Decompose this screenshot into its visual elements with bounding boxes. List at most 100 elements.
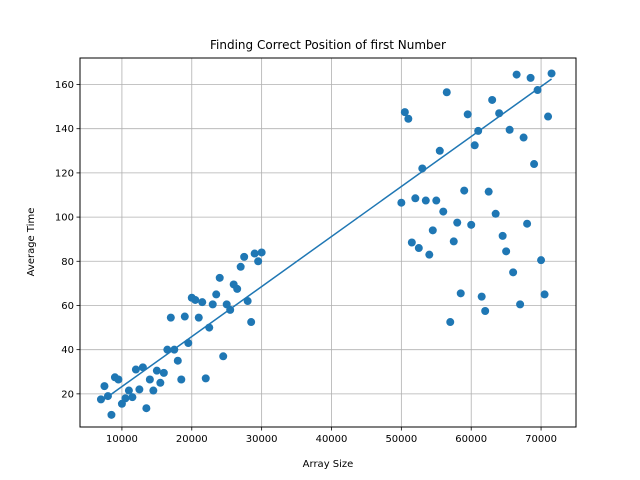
data-point [442,88,451,97]
data-point [509,268,518,277]
data-point [470,141,479,150]
data-point [135,385,144,394]
data-point [254,257,263,266]
y-tick-label: 60 [61,301,74,312]
data-point [131,365,140,374]
data-point [163,345,172,354]
y-tick-label: 160 [55,80,74,91]
data-point [530,160,539,169]
data-point [166,313,175,322]
data-point [173,356,182,365]
x-tick-label: 60000 [455,434,487,445]
data-point [540,290,549,299]
data-point [107,410,116,419]
data-point [400,108,409,117]
data-point [121,394,130,403]
data-point [432,196,441,205]
x-tick-label: 50000 [385,434,417,445]
data-point [201,374,210,383]
data-point [463,110,472,119]
data-point [138,363,147,372]
data-point [243,297,252,306]
data-point [180,312,189,321]
y-tick-label: 100 [55,213,74,224]
data-point [219,352,228,361]
data-point [145,375,154,384]
data-point [247,318,256,327]
data-point [152,366,161,375]
data-point [142,404,151,413]
data-point [194,313,203,322]
data-point [474,126,483,135]
data-point [467,220,476,229]
data-point [205,323,214,332]
data-point [226,305,235,314]
data-point [512,70,521,79]
x-tick-label: 20000 [176,434,208,445]
data-point [484,187,493,196]
data-point [397,198,406,207]
x-tick-label: 70000 [525,434,557,445]
data-point [100,382,109,391]
data-point [170,345,179,354]
data-point [257,248,266,257]
data-point [428,226,437,235]
data-point [526,73,535,82]
data-point [519,133,528,142]
data-point [233,284,242,293]
x-tick-label: 40000 [316,434,348,445]
y-tick-label: 120 [55,168,74,179]
data-point [488,95,497,104]
data-point [411,194,420,203]
data-point [477,292,486,301]
data-point [124,386,133,395]
data-point [236,262,245,271]
data-point [414,244,423,253]
data-point [198,298,207,307]
data-point [208,300,217,309]
x-axis-ticks: 10000 20000 30000 40000 50000 60000 70000 [106,427,557,445]
data-point [425,250,434,259]
data-point [418,164,427,173]
data-point [128,393,137,402]
data-point [250,249,259,258]
data-point [523,219,532,228]
data-point [460,186,469,195]
plot-frame [79,57,577,428]
data-point [537,256,546,265]
data-point [212,290,221,299]
data-point [156,378,165,387]
y-tick-label: 20 [61,389,74,400]
y-tick-label: 80 [61,257,74,268]
data-point [491,209,500,218]
data-point [114,375,123,384]
data-point [544,112,553,121]
data-point [439,207,448,216]
data-point [498,231,507,240]
data-point [191,295,200,304]
data-point [407,238,416,247]
data-point [184,339,193,348]
data-points [96,69,556,419]
data-point [421,196,430,205]
data-point [547,69,556,78]
data-point [495,109,504,118]
data-point [516,300,525,309]
chart-title: Finding Correct Position of first Number [210,38,446,52]
data-point [404,114,413,123]
x-tick-label: 10000 [106,434,138,445]
data-point [481,306,490,315]
data-point [449,237,458,246]
y-tick-label: 140 [55,124,74,135]
grid-lines [80,58,576,427]
data-point [502,247,511,256]
data-point [159,368,168,377]
data-point [456,289,465,298]
data-point [453,218,462,227]
x-tick-label: 30000 [246,434,278,445]
data-point [96,395,105,404]
x-axis-label: Array Size [303,459,354,470]
data-point [103,392,112,401]
